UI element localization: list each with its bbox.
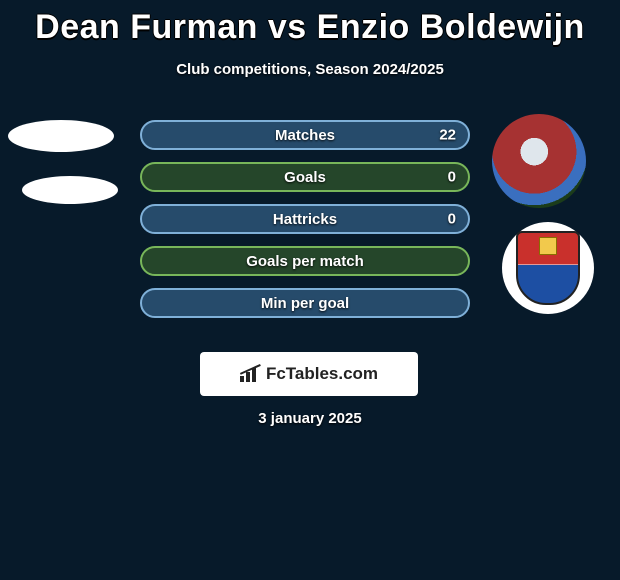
stat-value-right: 22 (439, 127, 456, 144)
stat-row: Goals 0 (140, 162, 470, 192)
brand-chart-icon (240, 366, 260, 382)
club-crest (502, 222, 594, 314)
stat-row: Min per goal (140, 288, 470, 318)
stat-label: Matches (275, 127, 335, 144)
brand-badge: FcTables.com (200, 352, 418, 396)
generation-date: 3 january 2025 (0, 410, 620, 427)
stat-label: Min per goal (261, 295, 349, 312)
stat-row: Hattricks 0 (140, 204, 470, 234)
stat-label: Goals per match (246, 253, 364, 270)
stat-label: Goals (284, 169, 326, 186)
stat-row: Goals per match (140, 246, 470, 276)
silhouette-oval (8, 120, 114, 152)
brand-text: FcTables.com (266, 364, 378, 384)
stat-value-right: 0 (448, 211, 456, 228)
crest-shield-icon (516, 231, 580, 305)
page-title: Dean Furman vs Enzio Boldewijn (0, 0, 620, 47)
stat-value-right: 0 (448, 169, 456, 186)
player-photo (492, 114, 586, 208)
silhouette-oval (22, 176, 118, 204)
stat-row: Matches 22 (140, 120, 470, 150)
page-subtitle: Club competitions, Season 2024/2025 (0, 61, 620, 78)
stats-panel: Matches 22 Goals 0 Hattricks 0 Goals per match… (140, 120, 470, 318)
stat-label: Hattricks (273, 211, 337, 228)
